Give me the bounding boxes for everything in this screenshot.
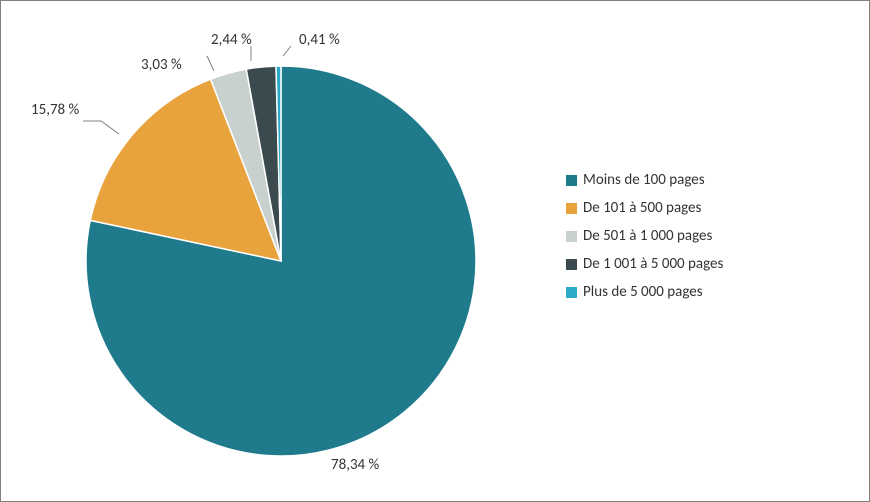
- pie-chart: [76, 56, 486, 466]
- legend-label-3: De 1 001 à 5 000 pages: [583, 255, 723, 273]
- slice-label-3: 2,44 %: [211, 31, 252, 49]
- legend-swatch-0: [566, 175, 577, 186]
- legend-item-0: Moins de 100 pages: [566, 171, 856, 189]
- legend-label-1: De 101 à 500 pages: [583, 199, 701, 217]
- legend: Moins de 100 pages De 101 à 500 pages De…: [566, 171, 856, 311]
- slice-label-1: 15,78 %: [31, 101, 79, 119]
- slice-label-2: 3,03 %: [141, 56, 182, 74]
- legend-swatch-3: [566, 259, 577, 270]
- legend-item-3: De 1 001 à 5 000 pages: [566, 255, 856, 273]
- slice-label-0: 78,34 %: [331, 456, 379, 474]
- legend-label-2: De 501 à 1 000 pages: [583, 227, 712, 245]
- legend-item-4: Plus de 5 000 pages: [566, 283, 856, 301]
- pie-chart-area: 78,34 % 15,78 % 3,03 % 2,44 % 0,41 %: [1, 1, 561, 501]
- chart-frame: 78,34 % 15,78 % 3,03 % 2,44 % 0,41 % Moi…: [0, 0, 870, 502]
- legend-label-4: Plus de 5 000 pages: [583, 283, 703, 301]
- legend-label-0: Moins de 100 pages: [583, 171, 705, 189]
- legend-swatch-4: [566, 287, 577, 298]
- slice-label-4: 0,41 %: [299, 31, 340, 49]
- legend-item-1: De 101 à 500 pages: [566, 199, 856, 217]
- legend-swatch-2: [566, 231, 577, 242]
- legend-item-2: De 501 à 1 000 pages: [566, 227, 856, 245]
- legend-swatch-1: [566, 203, 577, 214]
